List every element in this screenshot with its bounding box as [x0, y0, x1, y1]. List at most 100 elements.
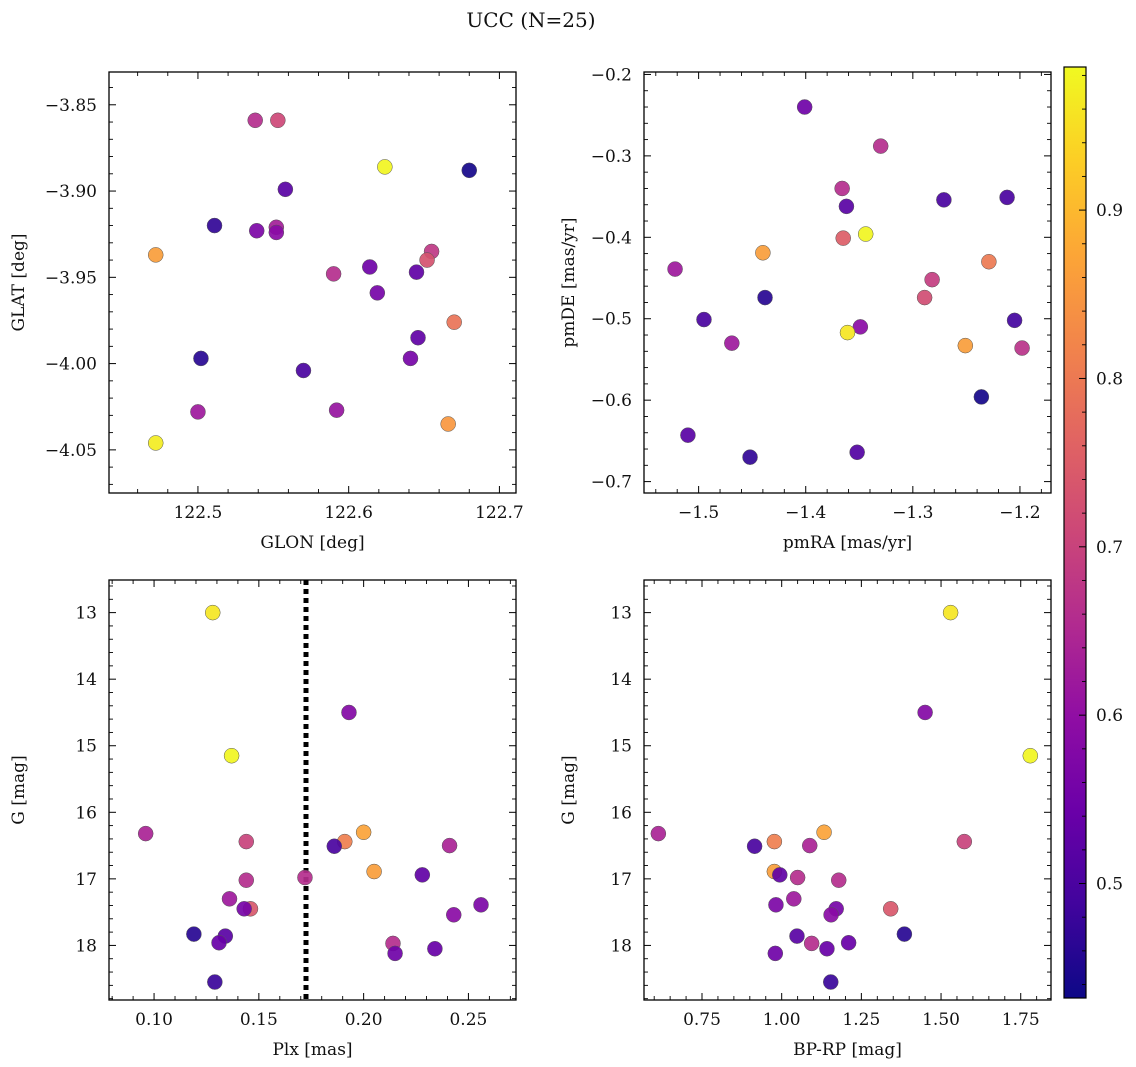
- scatter-point: [724, 335, 740, 351]
- x-tick-label: 122.6: [324, 503, 373, 523]
- scatter-point: [204, 604, 221, 621]
- x-tick-label: −1.4: [785, 503, 826, 523]
- scatter-point: [355, 824, 372, 841]
- axes-frame: [108, 71, 517, 494]
- scatter-point: [446, 907, 462, 923]
- scatter-point: [270, 112, 286, 129]
- x-tick-label: 0.75: [683, 1010, 721, 1030]
- scatter-point: [667, 261, 683, 277]
- y-tick-label: −0.4: [591, 228, 632, 248]
- colorbar-tick-label: 0.9: [1096, 201, 1123, 221]
- scatter-point: [936, 192, 952, 208]
- scatter-point: [1014, 340, 1030, 356]
- scatter-point: [268, 224, 285, 241]
- y-tick-label: 18: [610, 936, 632, 956]
- scatter-point: [823, 974, 839, 990]
- x-tick-label: 0.15: [240, 1010, 278, 1030]
- x-tick-label: 1.50: [922, 1010, 960, 1030]
- scatter-point: [297, 869, 313, 886]
- scatter-point: [767, 945, 784, 962]
- scatter-point: [796, 99, 813, 115]
- scatter-point: [1022, 747, 1039, 764]
- scatter-point: [461, 162, 478, 179]
- y-tick-label: −3.85: [45, 96, 97, 116]
- scatter-point: [137, 825, 154, 842]
- scatter-point: [341, 704, 357, 721]
- y-tick-label: 17: [75, 870, 97, 890]
- scatter-point: [248, 222, 265, 239]
- x-tick-label: 0.25: [449, 1010, 487, 1030]
- scatter-point: [377, 159, 393, 175]
- y-axis-label: G [mag]: [9, 755, 29, 824]
- panel-1: 122.5 122.6 122.7 −3.85 −3.90 −3.95 −4.00 −4.05…: [9, 71, 524, 553]
- panel-4: 0.75 1.00 1.25 1.50 1.75 13 14 15 16 17 18 BP-RP [m…: [559, 579, 1052, 1060]
- scatter-point: [446, 314, 462, 330]
- y-tick-label: −4.05: [45, 441, 97, 461]
- scatter-point: [147, 247, 164, 263]
- scatter-point: [896, 926, 913, 942]
- y-tick-label: −0.3: [591, 147, 632, 167]
- scatter-point: [801, 837, 818, 854]
- scatter-point: [840, 935, 857, 951]
- scatter-point: [835, 230, 851, 246]
- y-tick-label: 15: [75, 737, 97, 757]
- x-tick-label: −1.5: [678, 503, 719, 523]
- colorbar-tick-label: 0.5: [1096, 875, 1123, 895]
- scatter-point: [957, 337, 974, 354]
- scatter-point: [917, 704, 933, 721]
- x-tick-label: −1.2: [999, 503, 1040, 523]
- panel-3: 0.10 0.15 0.20 0.25 13 14 15 16 17 18 Plx [mas] G […: [9, 579, 517, 1060]
- x-tick-label: −1.3: [892, 503, 933, 523]
- scatter-point: [803, 935, 820, 952]
- axes-frame: [643, 71, 1052, 494]
- scatter-point: [440, 416, 456, 432]
- scatter-point: [441, 837, 458, 854]
- scatter-point: [419, 252, 435, 268]
- x-tick-label: 1.00: [763, 1010, 801, 1030]
- y-tick-label: 13: [610, 604, 632, 624]
- scatter-point: [973, 389, 990, 405]
- scatter-point: [956, 833, 973, 850]
- y-axis-label: G [mag]: [559, 755, 579, 824]
- scatter-point: [768, 897, 784, 913]
- scatter-point: [650, 825, 667, 842]
- scatter-point: [680, 427, 696, 443]
- y-tick-label: 13: [75, 604, 97, 624]
- scatter-point: [410, 329, 426, 346]
- scatter-point: [193, 350, 209, 367]
- scatter-point: [408, 264, 425, 280]
- scatter-point: [387, 945, 403, 962]
- colorbar-gradient: [1063, 66, 1087, 999]
- scatter-point: [362, 259, 378, 275]
- y-tick-label: 15: [610, 737, 632, 757]
- scatter-point: [473, 897, 489, 913]
- scatter-point: [207, 974, 223, 990]
- x-axis-label: Plx [mas]: [272, 1040, 352, 1060]
- scatter-point: [221, 891, 238, 907]
- y-tick-label: −0.7: [591, 473, 632, 493]
- y-tick-label: 16: [75, 803, 97, 823]
- x-tick-label: 1.75: [1002, 1010, 1040, 1030]
- scatter-point: [823, 907, 839, 923]
- x-axis-label: GLON [deg]: [260, 533, 364, 553]
- colorbar-tick-label: 0.8: [1096, 369, 1123, 389]
- y-tick-label: 14: [610, 670, 632, 690]
- scatter-point: [238, 833, 255, 850]
- colorbar-tick-label: 0.7: [1096, 538, 1123, 558]
- scatter-point: [223, 747, 240, 764]
- figure-title: UCC (N=25): [466, 8, 595, 32]
- scatter-point: [981, 253, 997, 270]
- scatter-point: [857, 226, 874, 242]
- scatter-point: [755, 245, 771, 261]
- x-tick-label: 122.7: [475, 503, 524, 523]
- scatter-point: [786, 891, 802, 907]
- scatter-point: [839, 324, 856, 341]
- scatter-point: [236, 901, 252, 917]
- scatter-point: [427, 940, 443, 957]
- scatter-point: [942, 604, 959, 621]
- scatter-point: [295, 362, 312, 379]
- y-tick-label: −3.95: [45, 268, 97, 288]
- scatter-point: [696, 311, 712, 328]
- y-tick-label: 16: [610, 803, 632, 823]
